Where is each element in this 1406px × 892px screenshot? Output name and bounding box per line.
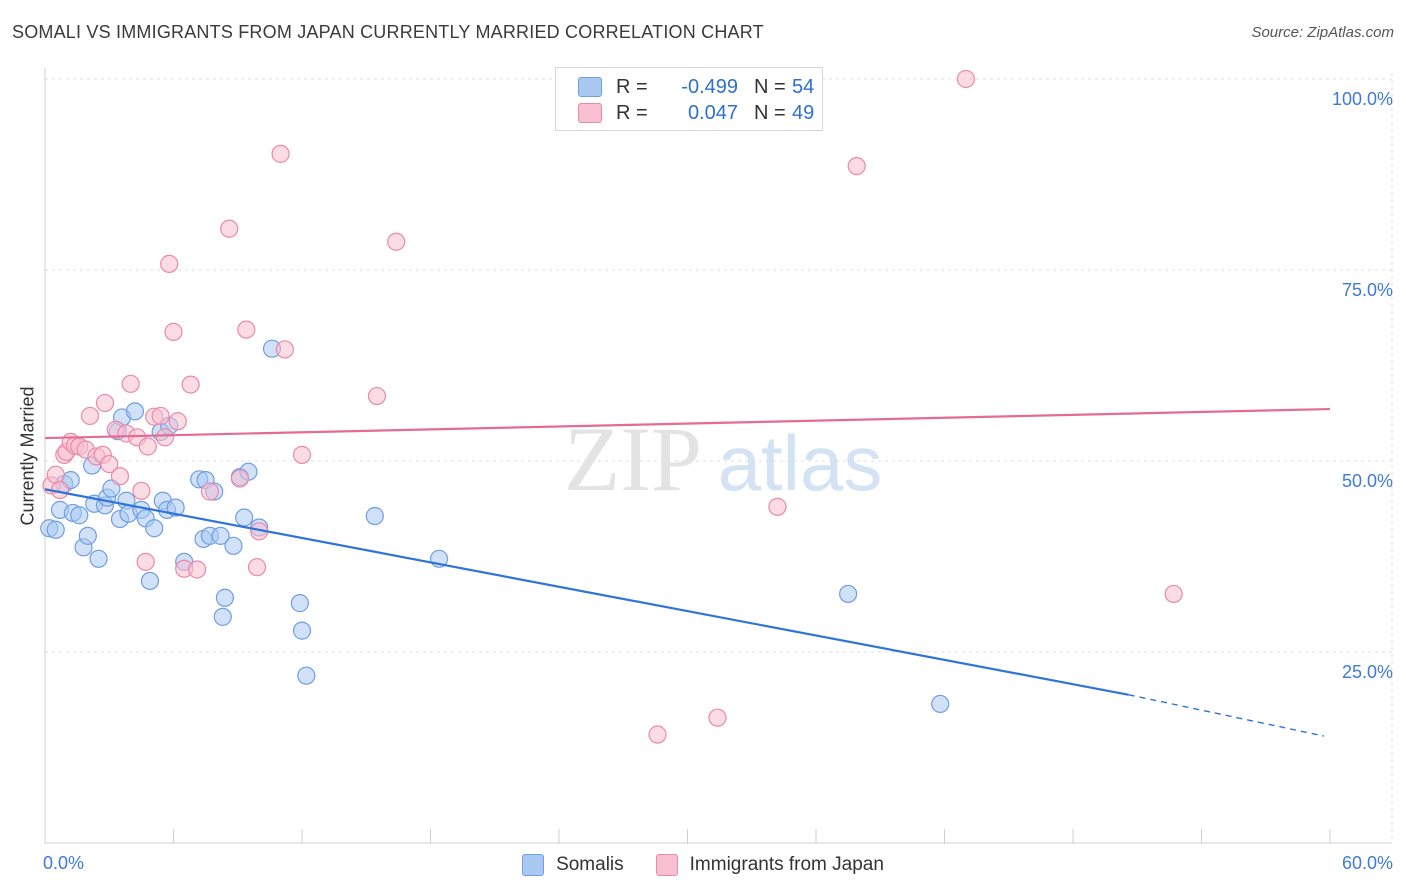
axes [44,68,1392,844]
japan-point [387,232,406,251]
japan-point [275,340,294,359]
somalis-point [292,621,312,640]
somalis-point [140,571,160,591]
japan-point [1164,584,1183,604]
stats-row-japan: R = 0.047 N = 49 [578,100,814,126]
stats-legend: R = -0.499 N = 54 R = 0.047 N = 49 [555,67,823,131]
y-tick-label: 50.0% [1342,471,1393,491]
watermark-atlas: atlas [718,419,883,507]
somalis-point [70,506,89,525]
somalis-point [145,519,164,538]
japan-point [181,375,200,394]
japan-point [46,465,65,484]
japan-point [648,725,667,744]
tick-labels: 25.0% 50.0% 75.0% 100.0% 0.0% 60.0% [43,89,1393,873]
somalis-point [125,402,145,421]
japan-point [237,320,256,339]
y-tick-label: 100.0% [1332,89,1393,109]
data-points [40,69,1183,744]
trend-lines [44,407,1331,737]
japan-trend-line [44,407,1331,440]
japan-point [768,497,787,516]
grid-lines [45,73,1393,843]
n-value: 49 [792,101,815,124]
japan-point [708,708,727,727]
somalis-point [46,520,65,539]
japan-point [956,69,976,89]
japan-point [847,156,866,176]
r-value: 0.047 [687,101,738,124]
legend-label-somalis: Somalis [556,854,624,875]
somalis-point [89,549,108,568]
japan-legend-swatch [655,854,678,876]
somalis-swatch [578,77,602,97]
somalis-trend-line [44,488,1129,696]
somalis-trend-extension [1128,694,1325,737]
japan-point [138,437,157,456]
y-tick-label: 25.0% [1342,662,1393,682]
japan-point [220,219,239,238]
somalis-point [235,508,254,527]
japan-point [136,552,155,571]
somalis-point [290,594,309,613]
somalis-point [365,506,384,526]
legend-item-somalis[interactable]: Somalis [522,854,624,876]
japan-point [271,144,290,163]
japan-point [230,469,249,488]
n-label: N = [754,75,786,98]
somalis-point [224,536,243,555]
japan-point [200,482,220,501]
x-tick-label: 60.0% [1342,853,1393,873]
japan-point [95,393,115,413]
n-value: 54 [792,75,815,98]
n-label: N = [754,101,786,124]
chart-title: SOMALI VS IMMIGRANTS FROM JAPAN CURRENTL… [12,22,764,42]
japan-point [168,412,187,431]
japan-point [367,386,387,406]
series-legend: Somalis Immigrants from Japan [0,851,1406,879]
x-tick-label: 0.0% [43,853,84,873]
somalis-point [297,666,316,685]
y-tick-label: 75.0% [1342,280,1393,300]
legend-label-japan: Immigrants from Japan [689,854,884,875]
japan-point [164,322,183,341]
japan-point [151,406,170,426]
japan-point [160,254,179,273]
somalis-point [839,584,858,604]
japan-point [100,454,119,474]
somalis-point [215,588,234,607]
source-label: Source: ZipAtlas.com [1251,24,1394,41]
japan-point [292,445,312,464]
somalis-point [931,694,950,714]
japan-point [155,428,175,447]
r-label: R = [616,75,648,98]
r-value: -0.499 [681,75,738,98]
legend-item-japan[interactable]: Immigrants from Japan [655,854,884,876]
japan-point [247,558,267,577]
japan-point [121,374,140,393]
somalis-point [213,607,232,626]
r-label: R = [616,101,648,124]
japan-point [132,481,151,500]
stats-row-somalis: R = -0.499 N = 54 [578,74,814,100]
japan-swatch [578,103,602,123]
japan-point [187,560,207,579]
japan-point [80,406,100,426]
japan-point [110,467,130,486]
somalis-point [211,526,230,545]
somalis-legend-swatch [522,854,545,876]
somalis-point [166,498,185,517]
somalis-point [78,526,97,545]
